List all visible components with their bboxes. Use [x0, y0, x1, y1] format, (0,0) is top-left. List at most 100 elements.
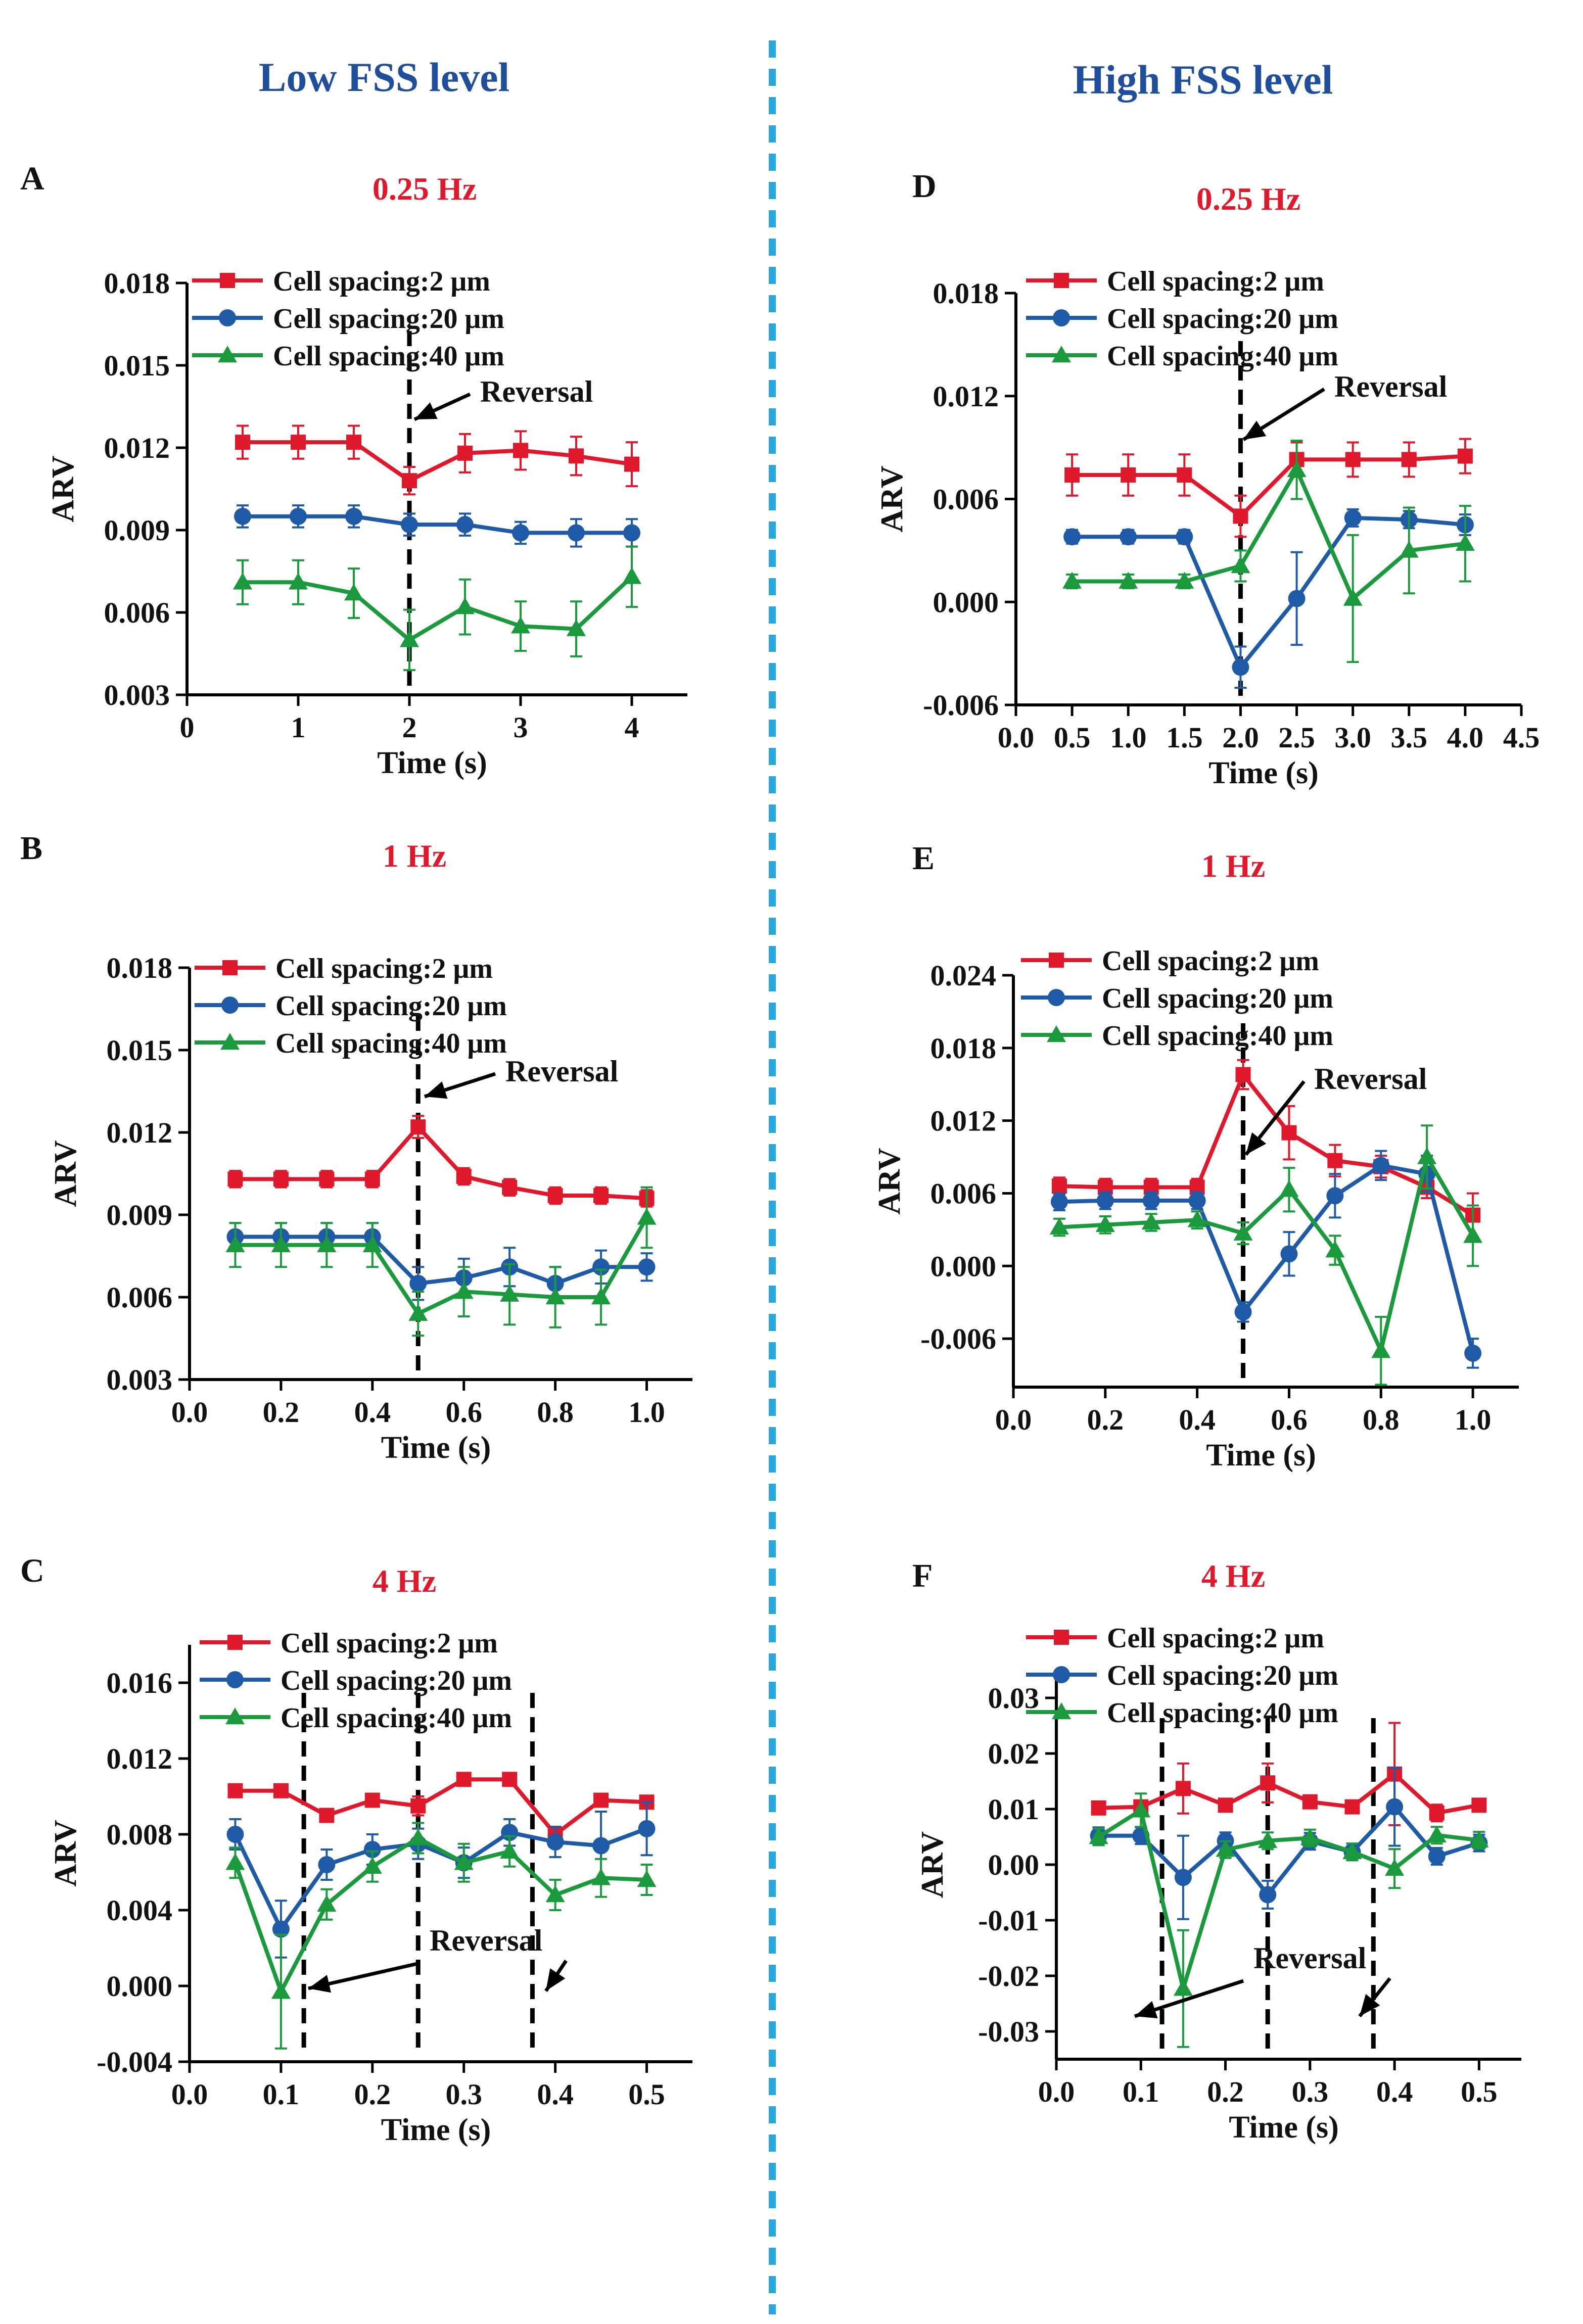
- x-tick-label: 2: [402, 711, 417, 744]
- x-tick-label: 1: [291, 711, 306, 744]
- y-tick-label: 0.004: [107, 1894, 173, 1927]
- series-line: [1072, 515, 1466, 670]
- reversal-label: Reversal: [505, 1055, 618, 1088]
- data-point: [637, 1208, 657, 1225]
- series-1: [1091, 1722, 1487, 1826]
- data-point: [271, 1982, 291, 1999]
- legend-entry: Cell spacing:40 μm: [1107, 1697, 1338, 1729]
- data-point: [455, 597, 475, 614]
- reversal-arrow-left-head: [1135, 2001, 1158, 2019]
- series-line: [243, 440, 632, 483]
- data-point: [1302, 1794, 1318, 1810]
- y-tick-label: 0.000: [933, 586, 999, 619]
- series-line: [243, 575, 633, 642]
- panels: A 0.25 Hz 0 1 2 3 4 0.003 0.006 0.009 0.012 0.015 0.…: [20, 160, 1540, 2147]
- legend-swatch-marker: [1047, 1025, 1066, 1042]
- data-point: [622, 567, 641, 584]
- data-point: [1051, 1178, 1067, 1194]
- data-point: [235, 435, 250, 450]
- data-point: [409, 1274, 427, 1292]
- y-axis-label: ARV: [875, 465, 909, 532]
- data-point: [1062, 572, 1082, 589]
- data-point: [1471, 1797, 1487, 1813]
- panel-F: F 4 Hz 0.0 0.1 0.2 0.3 0.4 0.5 -0.03 -0.02 -0.01 0.…: [912, 1557, 1521, 2145]
- reversal-arrow-right-head: [546, 1968, 566, 1991]
- series-line: [1097, 1808, 1479, 1991]
- data-point: [1174, 1869, 1192, 1886]
- panel-letter: D: [912, 168, 937, 205]
- data-point: [1287, 460, 1307, 478]
- y-tick-label: 0.012: [107, 1742, 173, 1775]
- y-tick-label: 0.03: [988, 1682, 1040, 1715]
- y-tick-label: 0.006: [104, 596, 170, 629]
- data-point: [569, 448, 584, 464]
- data-point: [545, 1885, 565, 1903]
- data-point: [291, 435, 306, 450]
- y-tick-label: 0.006: [933, 483, 999, 516]
- y-axis-label: ARV: [49, 1140, 83, 1207]
- data-point: [1173, 1979, 1193, 1996]
- x-tick-label: 0.0: [171, 1396, 208, 1429]
- data-point: [1342, 1842, 1362, 1859]
- y-tick-label: 0.018: [933, 277, 999, 310]
- series-line: [1072, 454, 1466, 518]
- x-tick-label: 2.5: [1278, 721, 1315, 754]
- x-tick-label: 0.2: [1207, 2075, 1244, 2108]
- data-point: [271, 1235, 291, 1253]
- data-point: [1281, 1125, 1297, 1141]
- x-tick-label: 0.3: [1292, 2075, 1329, 2108]
- data-point: [456, 1772, 472, 1787]
- legend-entry: Cell spacing:2 μm: [1107, 1623, 1324, 1654]
- legend-entry: Cell spacing:2 μm: [273, 266, 490, 297]
- legend-swatch-marker: [220, 273, 235, 288]
- data-point: [1345, 452, 1361, 467]
- y-tick-label: 0.018: [930, 1032, 997, 1065]
- x-tick-label: 4.0: [1447, 721, 1484, 754]
- legend-entry: Cell spacing:40 μm: [275, 1028, 507, 1059]
- data-point: [456, 1168, 472, 1184]
- data-point: [1457, 448, 1473, 464]
- y-tick-label: 0.008: [107, 1818, 173, 1851]
- data-point: [500, 1285, 520, 1302]
- data-point: [1327, 1153, 1343, 1168]
- data-point: [1119, 572, 1138, 589]
- data-point: [345, 507, 362, 525]
- data-point: [317, 1235, 337, 1253]
- legend-swatch-marker: [220, 1033, 240, 1050]
- y-tick-label: -0.006: [923, 689, 999, 722]
- x-tick-label: 2.0: [1222, 721, 1259, 754]
- data-point: [623, 524, 640, 542]
- series-1: [227, 1115, 655, 1208]
- panel-frequency-title: 1 Hz: [1201, 848, 1265, 884]
- panel-frequency-title: 0.25 Hz: [373, 171, 477, 207]
- series-3: [225, 1822, 657, 2050]
- data-point: [233, 573, 252, 590]
- series-line: [233, 1827, 647, 1931]
- y-tick-label: 0.012: [930, 1105, 997, 1137]
- data-point: [513, 443, 528, 458]
- x-tick-label: 0.1: [1123, 2075, 1159, 2108]
- y-tick-label: 0.018: [104, 267, 170, 300]
- series-line: [1072, 467, 1466, 601]
- legend-entry: Cell spacing:20 μm: [1102, 983, 1333, 1014]
- data-point: [1259, 1886, 1277, 1904]
- x-tick-label: 0.0: [1038, 2075, 1075, 2108]
- reversal-arrow-head: [1246, 1132, 1267, 1155]
- panel-letter: E: [912, 840, 935, 877]
- legend: Cell spacing:2 μm Cell spacing:20 μm Cell …: [200, 1628, 512, 1734]
- data-point: [547, 1188, 563, 1203]
- panel-letter: A: [20, 160, 44, 197]
- left-column-title: Low FSS level: [259, 54, 510, 100]
- legend-entry: Cell spacing:2 μm: [1102, 945, 1319, 977]
- y-tick-label: -0.004: [97, 2046, 172, 2078]
- data-point: [402, 473, 417, 489]
- data-point: [1401, 452, 1417, 467]
- x-axis-label: Time (s): [377, 746, 487, 780]
- x-tick-label: 0.8: [537, 1396, 574, 1429]
- y-tick-label: 0.018: [107, 952, 173, 984]
- data-point: [1234, 1303, 1252, 1321]
- data-point: [454, 1282, 474, 1299]
- data-point: [1235, 1067, 1251, 1082]
- x-tick-label: 4.5: [1503, 721, 1540, 754]
- data-point: [1216, 1840, 1235, 1857]
